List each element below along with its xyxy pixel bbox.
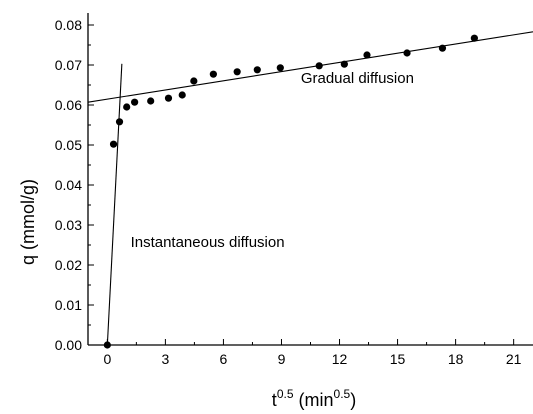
x-tick-label: 12 (332, 351, 348, 367)
y-tick-label: 0.03 (55, 217, 82, 233)
data-point (470, 34, 478, 42)
data-point (233, 68, 241, 76)
data-point (340, 60, 348, 68)
fit-line-2 (87, 31, 533, 103)
y-tick-label: 0.02 (55, 257, 82, 273)
x-axis-label-open-paren: ( (294, 390, 305, 410)
x-axis-label-unit-exponent: 0.5 (334, 387, 351, 401)
y-axis-label: q (mmol/g) (18, 179, 38, 265)
x-tick-label: 18 (448, 351, 464, 367)
data-point (115, 118, 124, 126)
data-point (438, 44, 447, 52)
x-tick-label: 21 (506, 351, 522, 367)
data-point (123, 103, 131, 111)
annotation-label: Gradual diffusion (301, 70, 414, 87)
y-axis-title: q (mmol/g) (18, 179, 38, 265)
fit-line-1 (106, 63, 123, 346)
x-tick-label: 0 (103, 351, 111, 367)
data-point (315, 62, 323, 70)
plot-area: 0 3 6 9 12 15 18 21 0.00 0.01 0.02 0.03 0.04 0.05 0.06… (55, 13, 533, 367)
x-axis-label-base: t (272, 390, 277, 410)
data-point (276, 64, 284, 72)
data-point (403, 49, 411, 57)
data-point (190, 77, 198, 85)
y-tick-label: 0.00 (55, 337, 82, 353)
data-point (209, 70, 217, 78)
data-point (109, 140, 118, 148)
x-axis-label: t0.5 (min0.5) (272, 387, 356, 410)
x-tick-label: 3 (161, 351, 169, 367)
data-point (164, 94, 173, 102)
data-point (363, 51, 371, 59)
y-tick-label: 0.07 (55, 57, 82, 73)
annotation-label: Instantaneous diffusion (131, 234, 285, 251)
x-tick-label: 15 (390, 351, 406, 367)
data-point (103, 341, 111, 349)
x-tick-label: 9 (278, 351, 286, 367)
data-point (147, 97, 155, 105)
data-point (178, 91, 186, 99)
x-axis-label-base-exponent: 0.5 (277, 387, 294, 401)
y-tick-label: 0.01 (55, 297, 82, 313)
y-tick-label: 0.06 (55, 97, 82, 113)
x-tick-label: 6 (220, 351, 228, 367)
y-tick-label: 0.04 (55, 177, 82, 193)
data-point (131, 98, 139, 106)
data-point (253, 66, 261, 74)
x-axis-label-close-paren: ) (350, 390, 356, 410)
y-tick-label: 0.05 (55, 137, 82, 153)
x-axis-label-unit: min (305, 390, 334, 410)
y-tick-label: 0.08 (55, 17, 82, 33)
